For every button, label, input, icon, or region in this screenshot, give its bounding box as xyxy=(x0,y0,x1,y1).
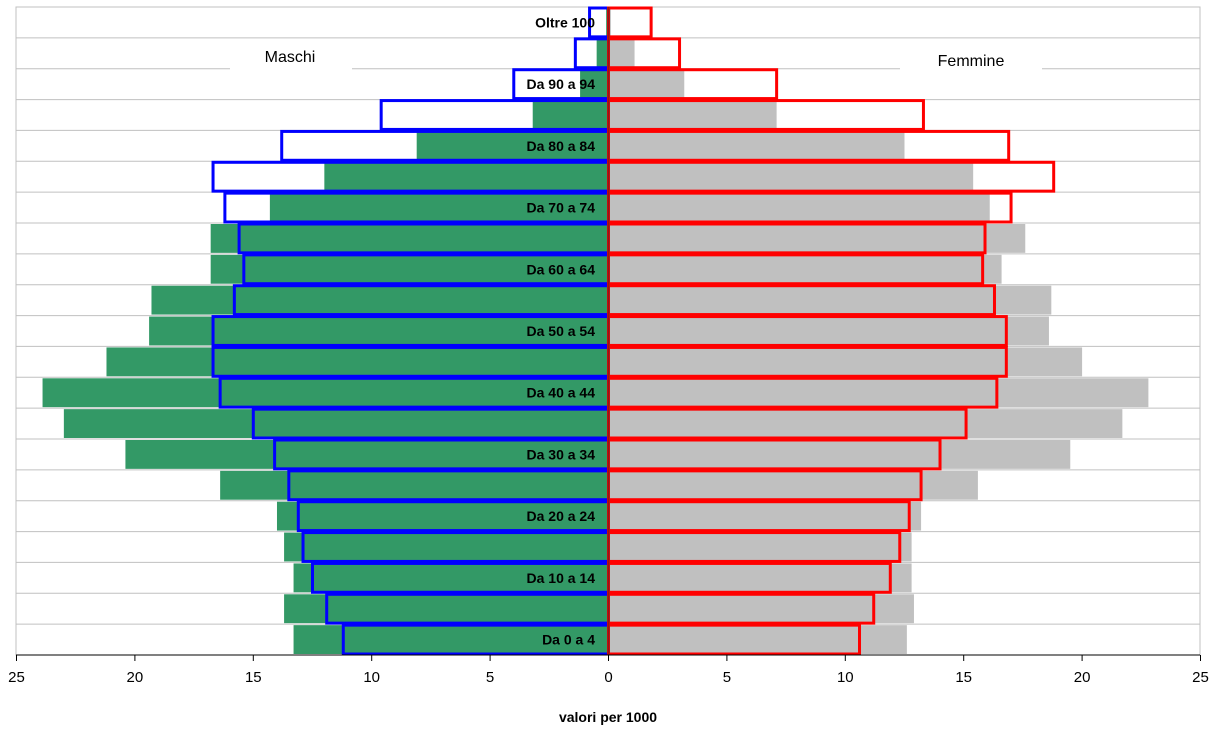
femmine-filled-bar xyxy=(608,100,777,130)
bars xyxy=(42,6,1149,656)
maschi-filled-bar xyxy=(220,470,609,500)
age-group-label: Da 80 a 84 xyxy=(527,138,596,154)
age-group-label: Da 50 a 54 xyxy=(527,323,596,339)
femmine-filled-bar xyxy=(608,470,978,500)
femmine-filled-bar xyxy=(608,193,990,222)
femmine-label: Femmine xyxy=(938,53,1005,70)
age-group-label: Da 70 a 74 xyxy=(527,200,596,216)
femmine-filled-bar xyxy=(608,316,1049,346)
x-tick-label: 20 xyxy=(127,669,144,686)
maschi-filled-bar xyxy=(416,131,609,161)
femmine-filled-bar xyxy=(608,131,905,161)
femmine-filled-bar xyxy=(608,409,1123,438)
femmine-filled-bar xyxy=(608,501,922,531)
x-tick-label: 5 xyxy=(486,669,494,686)
age-group-label: Da 60 a 64 xyxy=(527,261,596,277)
maschi-label-background xyxy=(230,40,352,72)
femmine-filled-bar xyxy=(608,563,912,593)
x-tick-label: 25 xyxy=(1192,669,1209,686)
femmine-filled-bar xyxy=(608,285,1052,315)
x-axis: 25 20 15 10 5 0 5 10 15 20 25 xyxy=(8,654,1209,686)
femmine-filled-bar xyxy=(608,440,1071,469)
maschi-filled-bar xyxy=(210,254,609,284)
maschi-filled-bar xyxy=(596,38,609,68)
femmine-filled-bar xyxy=(608,162,974,192)
x-tick-label: 10 xyxy=(363,669,380,686)
maschi-filled-bar xyxy=(293,625,609,654)
x-tick-label: 15 xyxy=(245,669,262,686)
maschi-filled-bar xyxy=(532,100,609,130)
category-labels: Oltre 100 Da 90 a 94 Da 80 a 84 Da 70 a 74 D… xyxy=(527,14,596,647)
age-group-label: Da 30 a 34 xyxy=(527,446,596,462)
maschi-filled-bar xyxy=(63,409,609,438)
x-tick-label: 25 xyxy=(8,669,25,686)
maschi-filled-bar xyxy=(284,532,609,562)
maschi-filled-bar xyxy=(324,162,609,192)
maschi-filled-bar xyxy=(106,347,609,377)
age-group-label: Da 90 a 94 xyxy=(527,76,596,92)
maschi-filled-bar xyxy=(42,378,609,408)
femmine-label-background xyxy=(900,40,1042,72)
maschi-filled-bar xyxy=(580,69,609,99)
femmine-filled-bar xyxy=(608,224,1026,253)
x-tick-label: 5 xyxy=(723,669,731,686)
maschi-filled-bar xyxy=(293,563,609,593)
femmine-filled-bar xyxy=(608,594,914,624)
femmine-filled-bar xyxy=(608,378,1149,408)
femmine-filled-bar xyxy=(608,532,912,562)
x-tick-label: 0 xyxy=(604,669,612,686)
x-tick-label: 15 xyxy=(955,669,972,686)
x-tick-label: 20 xyxy=(1074,669,1091,686)
maschi-filled-bar xyxy=(125,440,609,469)
age-group-label: Da 0 a 4 xyxy=(542,632,595,648)
age-group-label: Da 20 a 24 xyxy=(527,508,596,524)
maschi-label: Maschi xyxy=(265,49,316,66)
femmine-filled-bar xyxy=(608,38,635,68)
maschi-filled-bar xyxy=(210,224,609,253)
legend: Maschi Femmine xyxy=(230,40,1042,72)
x-axis-title: valori per 1000 xyxy=(559,709,657,725)
x-tick-label: 10 xyxy=(837,669,854,686)
maschi-filled-bar xyxy=(151,285,609,315)
age-group-label: Da 40 a 44 xyxy=(527,385,596,401)
femmine-filled-bar xyxy=(608,625,907,654)
maschi-filled-bar xyxy=(269,193,609,222)
maschi-filled-bar xyxy=(284,594,609,624)
age-group-label: Da 10 a 14 xyxy=(527,570,596,586)
maschi-filled-bar xyxy=(149,316,609,346)
femmine-filled-bar xyxy=(608,69,685,99)
age-group-label: Oltre 100 xyxy=(535,14,595,30)
femmine-outline-bar xyxy=(607,6,653,39)
femmine-filled-bar xyxy=(608,254,1002,284)
maschi-filled-bar xyxy=(276,501,609,531)
femmine-filled-bar xyxy=(608,347,1083,377)
